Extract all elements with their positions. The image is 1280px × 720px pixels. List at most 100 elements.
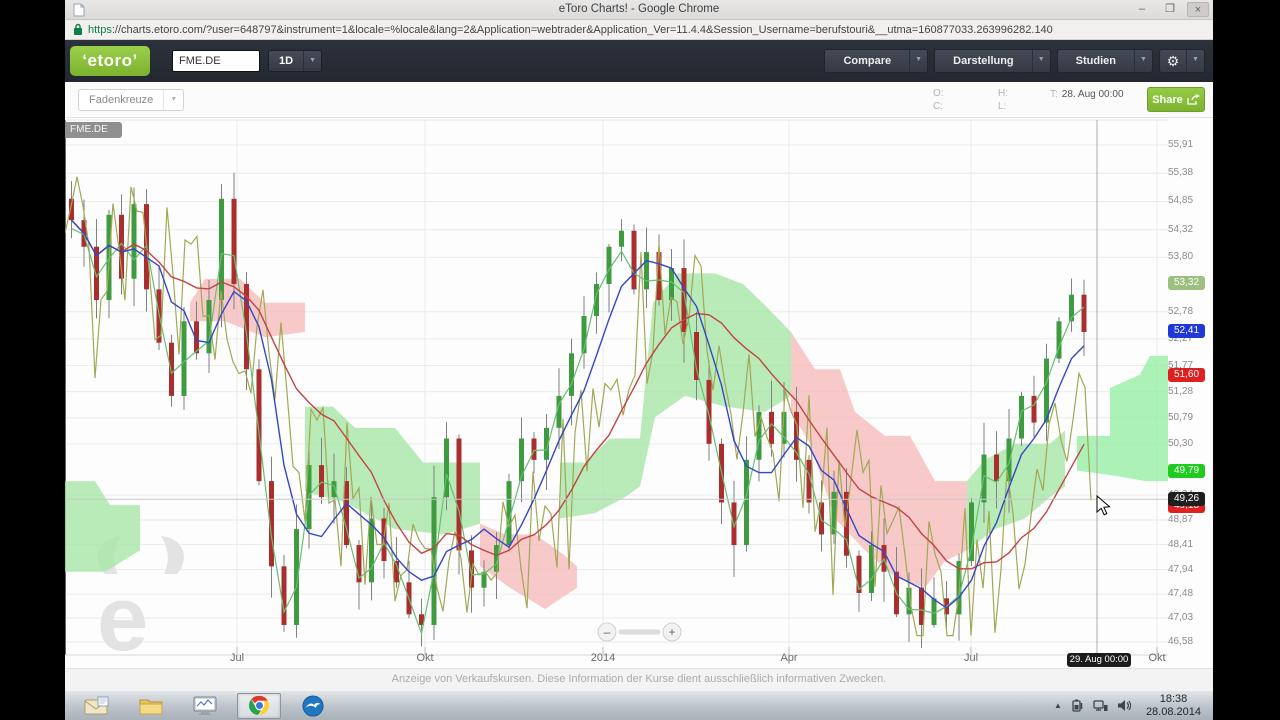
price-axis-label: 52,27	[1168, 332, 1194, 344]
price-axis-label: 48,41	[1168, 538, 1194, 550]
darstellung-button[interactable]: Darstellung ▼	[934, 49, 1051, 73]
mouse-cursor	[1096, 494, 1111, 516]
crosshair-mode-label: Fadenkreuze	[89, 94, 154, 106]
price-axis-label: 51,77	[1168, 359, 1194, 371]
window-title: eToro Charts! - Google Chrome	[558, 3, 720, 15]
browser-titlebar: eToro Charts! - Google Chrome – ❐ ×	[65, 0, 1213, 20]
settings-button[interactable]: ⚙ ▼	[1159, 49, 1205, 73]
symbol-search-input[interactable]	[172, 50, 260, 72]
windows-taskbar: ▲ 18:38 28.08.2014	[65, 690, 1213, 720]
x-axis-label: Okt	[1148, 652, 1165, 664]
taskbar-clock[interactable]: 18:38 28.08.2014	[1140, 693, 1207, 719]
price-axis-label: 54,85	[1168, 195, 1194, 207]
ichimoku-cloud	[967, 430, 1065, 551]
gear-icon[interactable]: ⚙	[1166, 53, 1180, 69]
studien-label: Studien	[1075, 55, 1116, 67]
price-axis-label: 55,38	[1168, 167, 1194, 179]
crosshair-mode-dropdown[interactable]: Fadenkreuze ▼	[78, 89, 185, 111]
crosshair-time-tag: 29. Aug 00:00	[1067, 653, 1131, 667]
x-axis-label: Apr	[780, 652, 797, 664]
clock-time: 18:38	[1159, 692, 1188, 705]
chevron-down-icon[interactable]: ▼	[909, 50, 927, 72]
high-label: H:	[998, 88, 1008, 99]
price-tag: 53,32	[1168, 275, 1205, 290]
share-button[interactable]: Share	[1147, 87, 1205, 112]
tray-expand-icon[interactable]: ▲	[1054, 701, 1062, 710]
price-axis-label: 46,58	[1168, 636, 1194, 647]
zoom-out-button[interactable]	[597, 622, 617, 642]
price-tag: 52,41	[1168, 324, 1205, 339]
price-axis-label: 48,87	[1168, 514, 1194, 526]
timeframe-dropdown[interactable]: 1D ▼	[268, 50, 323, 72]
price-axis-label: 51,28	[1168, 385, 1194, 397]
price-axis-label: 47,03	[1168, 612, 1194, 624]
battery-tray-icon[interactable]	[1071, 699, 1084, 712]
time-label: T:	[1050, 89, 1058, 100]
taskbar-icon-monitor[interactable]	[183, 693, 227, 719]
chart-canvas[interactable]: e Jul Okt 2014 Apr Jul Okt – +	[65, 118, 1213, 668]
taskbar-icon-folder[interactable]	[129, 693, 173, 719]
studien-button[interactable]: Studien ▼	[1056, 49, 1153, 73]
price-axis-label: 52,78	[1168, 305, 1194, 317]
ichimoku-cloud	[560, 273, 791, 519]
x-axis-label: Jul	[964, 652, 978, 664]
compare-label: Compare	[843, 55, 892, 67]
chevron-down-icon[interactable]: ▼	[163, 90, 183, 110]
close-button[interactable]: ×	[1187, 2, 1209, 17]
minimize-button[interactable]: –	[1138, 3, 1146, 15]
taskbar-icon-openoffice[interactable]	[291, 693, 335, 719]
etoro-toolbar: ‘etoro’ 1D ▼ Compare ▼ Darstellung ▼ Stu…	[65, 40, 1213, 82]
ichimoku-cloud	[1077, 355, 1168, 482]
svg-text:e: e	[97, 568, 148, 668]
price-tag: 49,79	[1168, 464, 1205, 478]
disclaimer-text: Anzeige von Verkaufskursen. Diese Inform…	[65, 668, 1213, 690]
open-label: O:	[933, 88, 944, 99]
price-axis-label: 47,94	[1168, 563, 1194, 575]
green-ma-line	[71, 228, 1085, 636]
chevron-down-icon[interactable]: ▼	[1186, 50, 1204, 72]
zoom-in-button[interactable]	[662, 622, 682, 642]
browser-window: eToro Charts! - Google Chrome – ❐ × http…	[65, 0, 1213, 690]
compare-button[interactable]: Compare ▼	[824, 49, 929, 73]
share-icon	[1187, 94, 1200, 105]
price-chart[interactable]: e Jul Okt 2014 Apr Jul Okt – + FME.DE 55,91 55,38…	[65, 118, 1213, 668]
system-tray: ▲ 18:38 28.08.2014	[1054, 693, 1213, 719]
time-value: 28. Aug 00:00	[1061, 89, 1124, 100]
chart-subtoolbar: Fadenkreuze ▼ O: C: H: L: T: 28. Aug 00:0…	[65, 82, 1213, 118]
chevron-down-icon[interactable]: ▼	[1031, 50, 1050, 72]
ichimoku-cloud	[791, 332, 967, 588]
price-axis-label: 47,48	[1168, 588, 1194, 600]
timeframe-value: 1D	[279, 55, 294, 67]
x-axis-label: 2014	[591, 652, 615, 664]
https-lock-icon	[73, 23, 83, 36]
x-axis-label: Jul	[230, 652, 244, 664]
kijun-line	[70, 219, 1085, 570]
address-bar[interactable]: https://charts.etoro.com/?user=648797&in…	[65, 20, 1213, 40]
zoom-control[interactable]: – +	[597, 622, 682, 642]
taskbar-icon-chrome[interactable]	[237, 692, 281, 719]
network-tray-icon[interactable]	[1093, 699, 1108, 712]
taskbar-icon-mail[interactable]	[75, 693, 119, 719]
url-scheme: https	[88, 23, 112, 36]
clock-date: 28.08.2014	[1145, 705, 1201, 718]
chevron-down-icon[interactable]: ▼	[1134, 50, 1152, 72]
oscillator-line	[65, 176, 1092, 637]
url-text: ://charts.etoro.com/?user=648797&instrum…	[111, 23, 1053, 36]
price-axis-label: 50,30	[1168, 437, 1194, 449]
price-axis-label: 50,79	[1168, 411, 1194, 423]
price-tag: 49,26	[1168, 492, 1205, 507]
instrument-tag: FME.DE	[65, 122, 122, 138]
etoro-logo: ‘etoro’	[70, 46, 150, 76]
ichimoku-cloud	[65, 481, 140, 572]
svg-text:–: –	[604, 625, 611, 639]
low-label: L:	[998, 101, 1007, 112]
darstellung-label: Darstellung	[953, 55, 1014, 67]
x-axis-label: Okt	[416, 652, 433, 664]
share-label: Share	[1152, 93, 1183, 106]
page-favicon-icon	[73, 3, 85, 22]
chevron-down-icon[interactable]: ▼	[303, 51, 321, 71]
price-axis-label: 53,80	[1168, 251, 1194, 263]
volume-tray-icon[interactable]	[1117, 699, 1131, 712]
restore-button[interactable]: ❐	[1165, 3, 1175, 15]
